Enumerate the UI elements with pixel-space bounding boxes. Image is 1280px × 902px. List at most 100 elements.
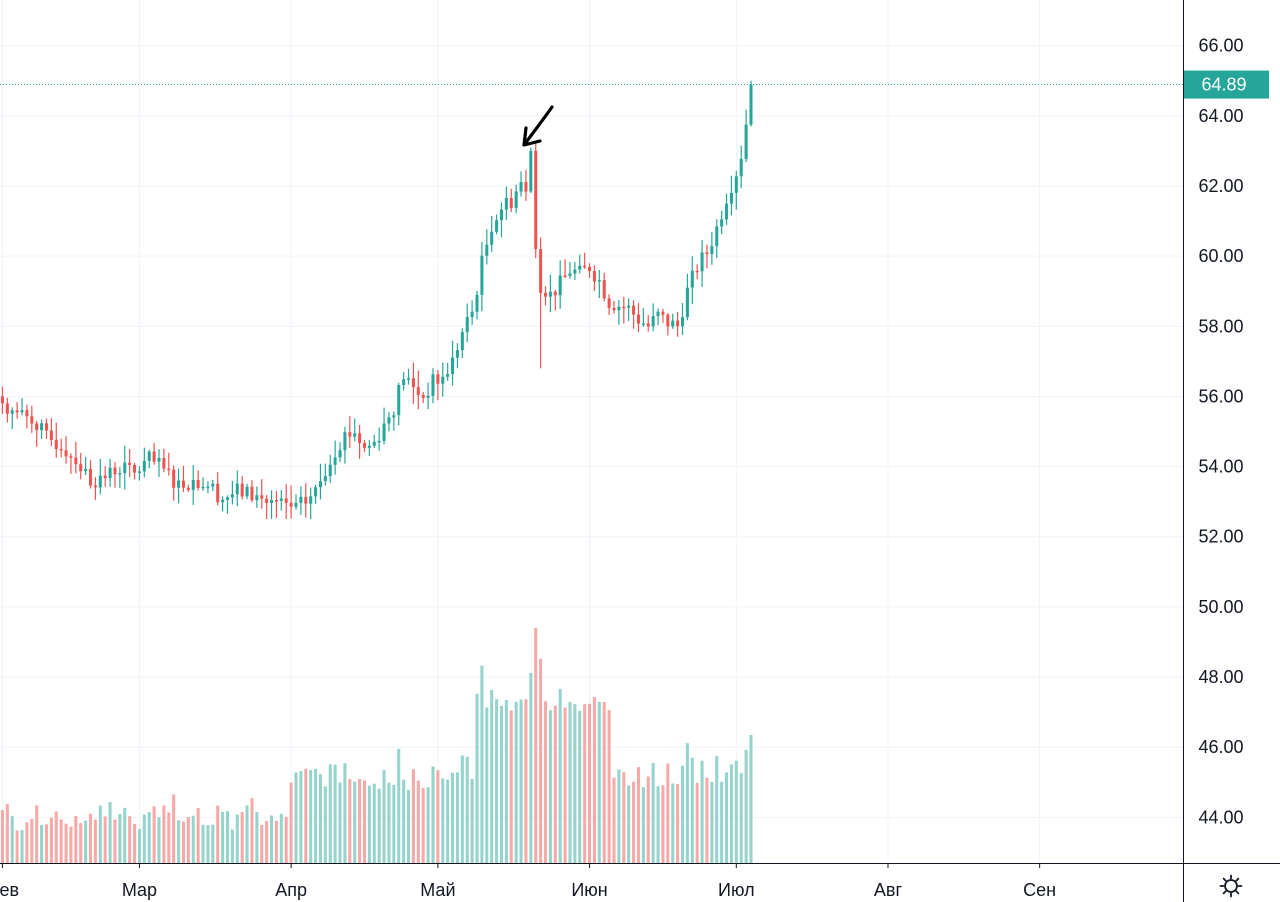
candle-body <box>651 316 655 327</box>
volume-bar <box>49 817 53 863</box>
candle-body <box>612 307 616 311</box>
x-tick-label: Май <box>420 880 455 900</box>
volume-bar <box>710 781 714 863</box>
candle-body <box>578 265 582 270</box>
volume-bar <box>407 789 411 863</box>
volume-bar <box>133 823 137 863</box>
volume-bar <box>563 707 567 863</box>
candle-body <box>411 378 415 388</box>
y-tick-label: 66.00 <box>1198 36 1243 56</box>
volume-bars <box>0 628 753 863</box>
volume-bar <box>162 805 166 863</box>
candle-body <box>318 481 322 488</box>
x-tick-label: Июл <box>718 880 755 900</box>
candle-body <box>265 498 269 504</box>
volume-bar <box>729 764 733 863</box>
candle-body <box>255 495 259 501</box>
y-tick-label: 52.00 <box>1198 527 1243 547</box>
volume-bar <box>436 770 440 863</box>
volume-bar <box>98 805 102 863</box>
candle-body <box>563 275 567 277</box>
volume-bar <box>451 772 455 863</box>
x-tick-label: Авг <box>874 880 903 900</box>
settings-button[interactable] <box>1206 870 1256 902</box>
candle-body <box>362 443 367 448</box>
volume-bar <box>84 820 88 863</box>
volume-bar <box>382 770 386 863</box>
candle-body <box>181 480 185 488</box>
volume-bar <box>216 805 220 863</box>
candle-body <box>690 270 694 288</box>
candle-body <box>725 203 729 220</box>
volume-bar <box>93 819 97 863</box>
volume-bar <box>676 784 680 863</box>
volume-bar <box>661 785 665 863</box>
candle-body <box>108 467 112 479</box>
volume-bar <box>421 788 425 863</box>
candle-body <box>294 502 298 507</box>
candle-body <box>397 384 401 416</box>
volume-bar <box>250 798 254 863</box>
volume-bar <box>225 811 230 863</box>
candle-body <box>470 311 474 318</box>
volume-bar <box>69 826 73 863</box>
candle-body <box>416 387 420 395</box>
candle-body <box>274 499 278 502</box>
candle-body <box>49 430 53 440</box>
volume-bar <box>328 764 332 863</box>
y-tick-label: 54.00 <box>1198 457 1243 477</box>
x-tick-label: Сен <box>1023 880 1056 900</box>
candle-body <box>490 231 494 245</box>
volume-bar <box>240 812 244 863</box>
candle-body <box>84 469 88 472</box>
candle-body <box>133 464 137 473</box>
candle-body <box>720 219 724 227</box>
volume-bar <box>690 757 694 863</box>
candle-body <box>328 464 332 477</box>
annotation-arrow-icon <box>522 105 554 147</box>
volume-bar <box>402 779 406 863</box>
candle-body <box>504 197 508 210</box>
volume-bar <box>260 824 264 863</box>
volume-bar <box>221 811 225 863</box>
volume-bar <box>10 816 14 863</box>
candle-body <box>30 416 34 424</box>
volume-bar <box>318 774 322 863</box>
candle-body <box>196 479 200 488</box>
volume-bar <box>377 788 381 863</box>
volume-bar <box>30 818 34 863</box>
volume-bar <box>607 710 611 863</box>
volume-bar <box>230 829 234 863</box>
volume-bar <box>578 710 582 863</box>
volume-bar <box>666 763 670 863</box>
y-tick-label: 46.00 <box>1198 737 1243 757</box>
candle-body <box>40 423 44 431</box>
candle-body <box>186 487 190 490</box>
volume-bar <box>211 824 215 863</box>
candle-body <box>431 374 435 396</box>
volume-bar <box>470 778 474 863</box>
candle-body <box>451 357 455 375</box>
volume-bar <box>519 699 523 863</box>
volume-bar <box>74 815 78 863</box>
candle-body <box>88 469 93 486</box>
volume-bar <box>64 823 68 863</box>
volume-bar <box>372 783 376 863</box>
candle-body <box>646 323 650 327</box>
candle-body <box>250 486 254 501</box>
y-tick-label: 56.00 <box>1198 386 1243 406</box>
candle-body <box>162 457 166 469</box>
volume-bar <box>514 701 518 863</box>
volume-bar <box>583 704 587 863</box>
candle-body <box>568 273 572 276</box>
candle-body <box>739 158 743 177</box>
candle-body <box>460 332 464 351</box>
candle-body <box>367 445 371 448</box>
candle-body <box>353 433 357 437</box>
candle-body <box>514 191 518 208</box>
gear-icon <box>1219 874 1243 898</box>
candle-body <box>710 246 714 255</box>
candle-body <box>426 395 430 398</box>
